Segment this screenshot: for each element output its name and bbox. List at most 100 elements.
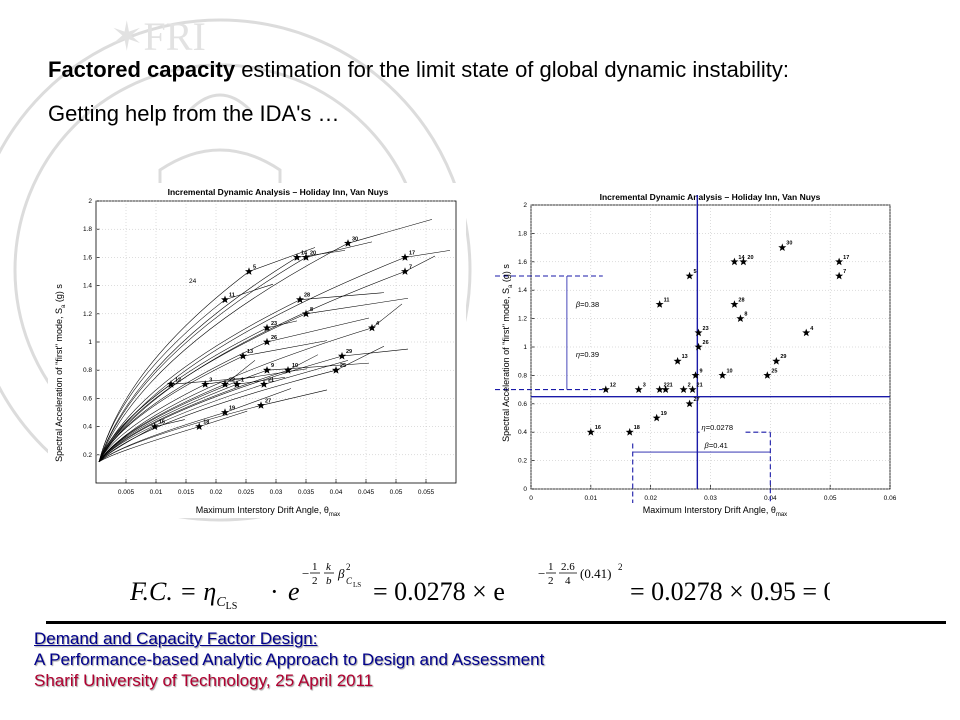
capacity-star xyxy=(730,257,739,266)
curve-label: 24 xyxy=(189,278,197,285)
x-tick-label: 0.045 xyxy=(358,489,375,496)
ida-scatter-figure: Incremental Dynamic Analysis – Holiday I… xyxy=(495,183,910,518)
ida-scatter-chart: Incremental Dynamic Analysis – Holiday I… xyxy=(495,183,910,518)
ida-curve xyxy=(98,250,346,462)
x-tick-label: 0.03 xyxy=(704,495,717,502)
x-tick-label: 0.02 xyxy=(644,495,657,502)
y-axis-label: Spectral Acceleration of "first" mode, S… xyxy=(501,264,514,442)
capacity-star xyxy=(263,323,271,332)
star-label: 14 xyxy=(301,250,308,256)
star-label: 10 xyxy=(726,368,732,374)
star-label: 5 xyxy=(694,269,697,275)
capacity-star xyxy=(401,253,409,261)
svg-text:2: 2 xyxy=(548,575,554,587)
capacity-star xyxy=(302,309,310,318)
ida-curve xyxy=(98,247,316,462)
star-label: 13 xyxy=(247,349,253,355)
svg-text:2: 2 xyxy=(312,575,318,587)
capacity-star xyxy=(835,271,844,280)
y-tick-label: 0.6 xyxy=(518,401,527,408)
capacity-star xyxy=(673,357,682,365)
y-tick-label: 1.2 xyxy=(518,316,527,323)
star-label: 7 xyxy=(843,269,846,275)
footer: Demand and Capacity Factor Design: A Per… xyxy=(34,628,544,691)
x-tick-label: 0.05 xyxy=(824,495,837,502)
x-tick-label: 0.035 xyxy=(298,489,315,496)
star-label: 29 xyxy=(780,354,786,360)
beta-sa-annotation: β=0.38 xyxy=(575,300,599,309)
y-tick-label: 2 xyxy=(88,198,92,205)
formula-lhs: F.C. = ηCLS xyxy=(130,577,237,612)
x-tick-label: 0 xyxy=(529,495,533,502)
eta-sa-annotation-bg xyxy=(573,348,620,360)
ida-curve xyxy=(98,219,433,462)
beta-theta-annotation: β=0.41 xyxy=(704,441,728,450)
star-label: 26 xyxy=(703,340,709,346)
y-tick-label: 0.2 xyxy=(518,458,527,465)
x-tick-label: 0.025 xyxy=(238,489,255,496)
capacity-star xyxy=(239,351,247,360)
y-tick-label: 1 xyxy=(523,344,527,351)
svg-text:(0.41): (0.41) xyxy=(580,566,611,581)
star-label: 11 xyxy=(229,293,235,299)
x-axis-label: Maximum Interstory Drift Angle, θmax xyxy=(196,505,340,518)
capacity-star xyxy=(718,371,727,379)
beta-theta-annotation-bg xyxy=(702,440,749,452)
star-label: 14 xyxy=(738,255,745,261)
star-label: 30 xyxy=(786,241,792,247)
capacity-star xyxy=(293,253,301,261)
y-tick-label: 1.8 xyxy=(83,226,92,233)
star-label: 27 xyxy=(694,397,700,403)
capacity-star xyxy=(694,328,703,337)
ida-curve xyxy=(98,303,403,463)
x-tick-label: 0.04 xyxy=(330,489,343,496)
star-label: 13 xyxy=(682,354,688,360)
capacity-star xyxy=(201,380,210,388)
star-label: 3 xyxy=(209,377,212,383)
star-label: 10 xyxy=(292,363,298,369)
star-label: 29 xyxy=(346,349,352,355)
star-label: 1 xyxy=(241,377,244,383)
capacity-star xyxy=(332,366,340,374)
capacity-star xyxy=(835,257,844,266)
star-label: 16 xyxy=(595,425,601,431)
star-label: 17 xyxy=(409,250,415,256)
star-label: 20 xyxy=(310,250,316,256)
star-label: 8 xyxy=(744,312,747,318)
svg-text:C: C xyxy=(346,576,353,586)
factored-capacity-formula: F.C. = ηCLS · e − 1 2 k b β 2 C LS = 0.0… xyxy=(130,561,830,612)
capacity-star xyxy=(167,380,175,388)
ida-curves-figure: Incremental Dynamic Analysis – Holiday I… xyxy=(48,183,466,518)
title-rest: estimation for the limit state of global… xyxy=(235,57,789,82)
capacity-star xyxy=(296,295,304,304)
y-tick-label: 1 xyxy=(88,339,92,346)
x-tick-label: 0.06 xyxy=(884,495,897,502)
y-tick-label: 1.8 xyxy=(518,230,527,237)
star-label: 21 xyxy=(268,377,274,383)
capacity-star xyxy=(691,371,700,379)
x-tick-label: 0.03 xyxy=(270,489,283,496)
capacity-star xyxy=(736,314,745,322)
slide-title: Factored capacity estimation for the lim… xyxy=(48,48,789,136)
ida-curve xyxy=(98,354,319,463)
ida-curve xyxy=(98,348,409,463)
star-label: 5 xyxy=(253,265,256,271)
star-label: 18 xyxy=(634,425,640,431)
y-tick-label: 2 xyxy=(523,202,527,209)
y-tick-label: 0.8 xyxy=(83,367,92,374)
star-label: 22 xyxy=(664,383,670,389)
capacity-star xyxy=(221,295,229,304)
capacity-star xyxy=(739,257,748,266)
svg-text:b: b xyxy=(326,575,332,587)
y-tick-label: 1.6 xyxy=(518,259,527,266)
eta-theta-annotation-bg xyxy=(699,422,746,434)
y-tick-label: 1.4 xyxy=(518,287,527,294)
formula-exponent-2: − 1 2 2.6 4 (0.41) 2 xyxy=(538,561,623,587)
y-tick-label: 0.6 xyxy=(83,395,92,402)
capacity-star xyxy=(802,328,811,337)
capacity-star xyxy=(661,385,670,393)
chart-title: Incremental Dynamic Analysis – Holiday I… xyxy=(168,187,389,197)
ida-curve xyxy=(98,292,385,462)
svg-text:4: 4 xyxy=(565,575,571,587)
capacity-star xyxy=(688,385,697,393)
